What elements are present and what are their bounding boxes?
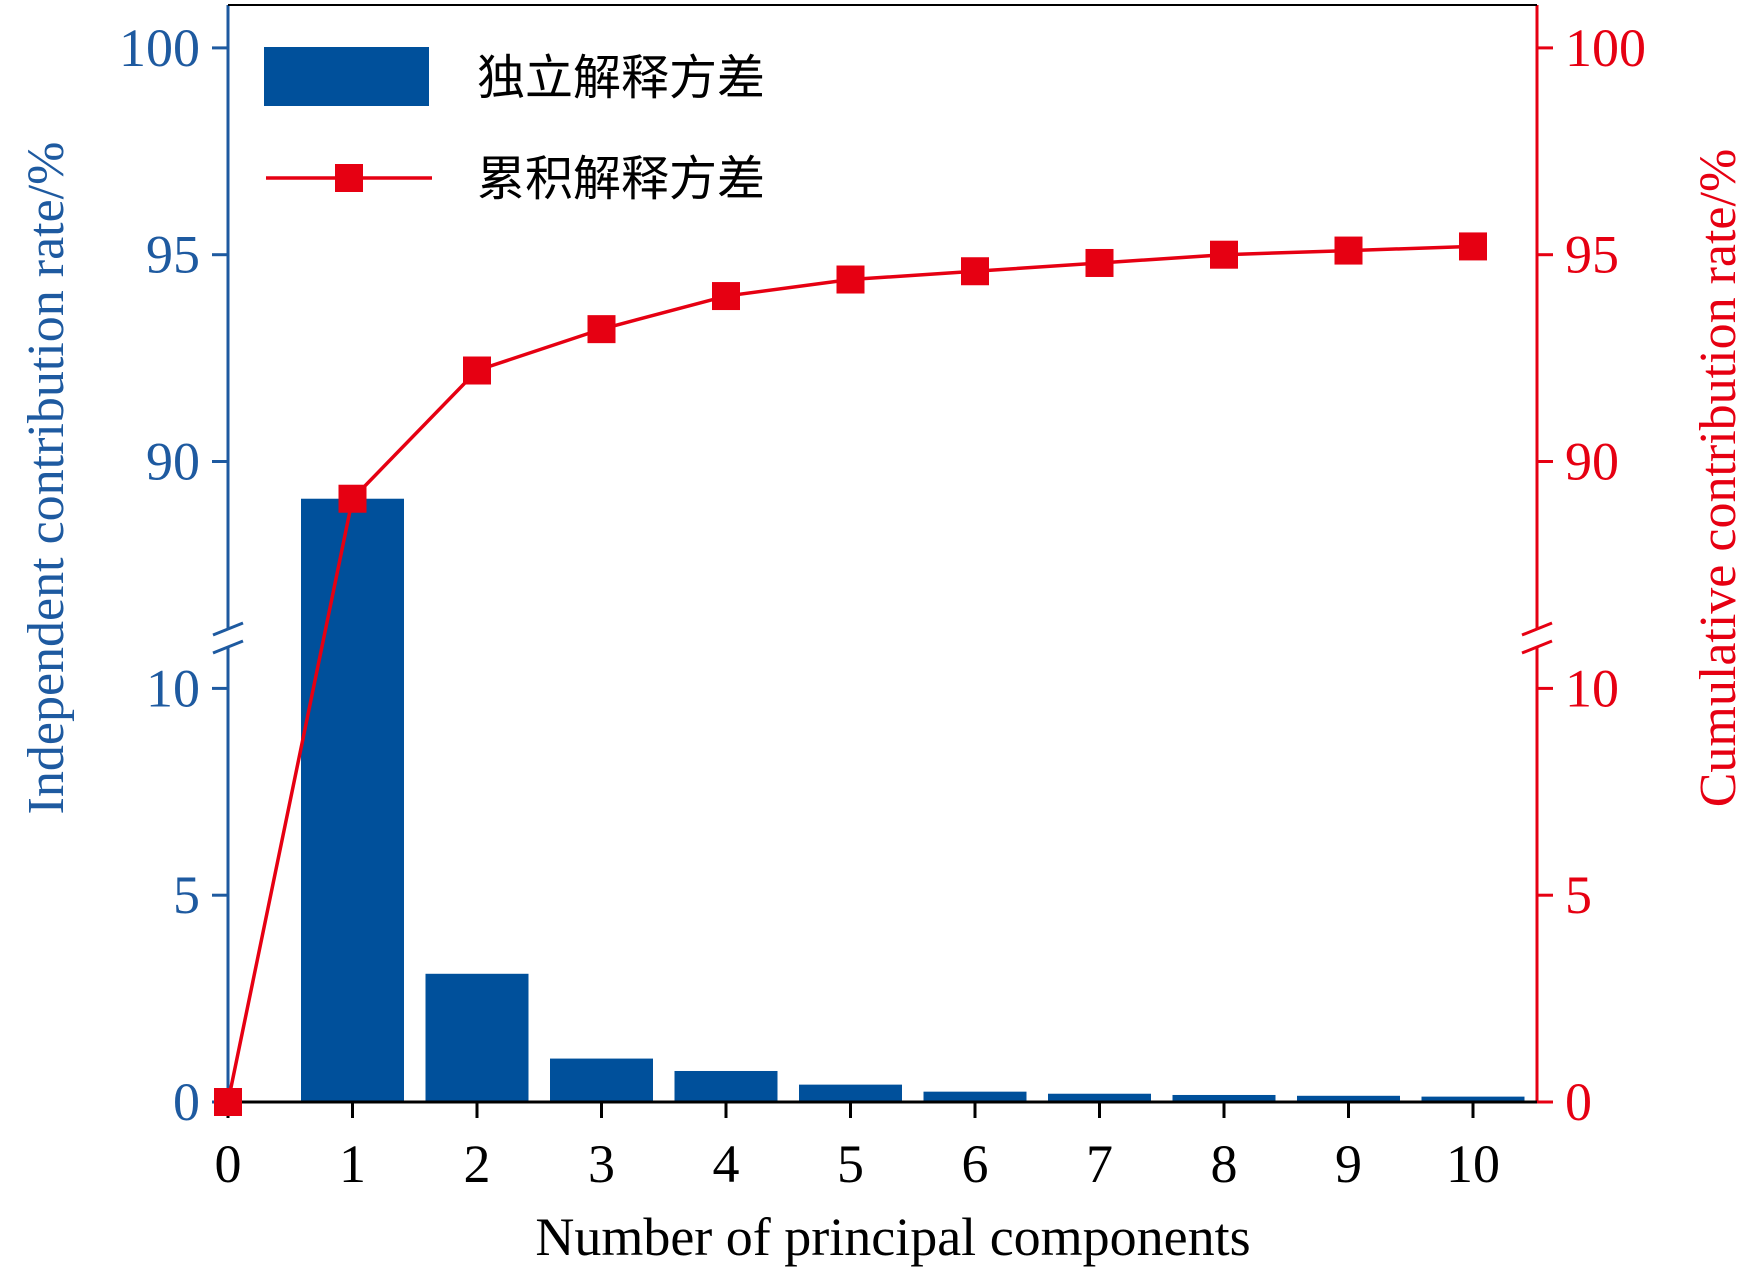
bar-1-lower: [301, 631, 404, 1102]
right-axis-break-mark: [1521, 639, 1553, 655]
cumulative-point-9: [1334, 236, 1363, 265]
x-tick-label: 9: [1335, 1134, 1362, 1194]
bar-3: [550, 1058, 653, 1102]
bars-layer: [301, 498, 1525, 1102]
bar-6: [923, 1091, 1027, 1102]
right-y-tick-label: 95: [1565, 225, 1619, 285]
bar-8: [1172, 1094, 1276, 1102]
cumulative-line: [226, 244, 1474, 1103]
right-y-tick-label: 0: [1565, 1072, 1592, 1132]
axes-layer: [212, 4, 1553, 1118]
left-axis-break-mark: [212, 639, 244, 655]
left-y-axis-label: Independent contribution rate/%: [18, 142, 75, 815]
bar-4: [674, 1070, 778, 1102]
x-tick-label: 8: [1211, 1134, 1238, 1194]
x-tick-label: 10: [1446, 1134, 1500, 1194]
left-y-tick-label: 10: [146, 658, 200, 718]
x-tick-label: 5: [837, 1134, 864, 1194]
legend-bar-swatch: [264, 47, 429, 106]
right-y-tick-label: 5: [1565, 865, 1592, 925]
bar-10: [1421, 1096, 1525, 1102]
left-y-tick-label: 5: [173, 865, 200, 925]
cumulative-point-7: [1085, 248, 1114, 277]
x-tick-label: 7: [1086, 1134, 1113, 1194]
cumulative-point-4: [712, 282, 740, 311]
cumulative-line-layer: [214, 232, 1487, 1116]
cumulative-point-3: [587, 315, 616, 344]
left-y-tick-label: 0: [173, 1072, 200, 1132]
x-tick-label: 4: [713, 1134, 740, 1194]
bar-1-upper: [301, 498, 404, 632]
legend-line-label: 累积解释方差: [477, 153, 765, 206]
bar-2: [425, 973, 529, 1102]
right-axis-break-mark: [1521, 621, 1553, 637]
cumulative-point-0: [214, 1088, 242, 1116]
bar-9: [1297, 1095, 1400, 1102]
right-y-tick-label: 10: [1565, 658, 1619, 718]
x-tick-label: 0: [215, 1134, 242, 1194]
left-y-tick-label: 95: [146, 225, 200, 285]
bar-7: [1048, 1093, 1151, 1102]
cumulative-point-8: [1210, 240, 1238, 269]
right-y-axis-label: Cumulative contribution rate/%: [1690, 149, 1747, 808]
legend-bar-label: 独立解释方差: [477, 52, 765, 105]
left-y-tick-label: 100: [119, 18, 200, 78]
cumulative-point-10: [1459, 232, 1487, 261]
right-y-tick-label: 90: [1565, 432, 1619, 492]
cumulative-point-1: [338, 484, 367, 513]
x-tick-label: 3: [588, 1134, 615, 1194]
x-tick-label: 2: [464, 1134, 491, 1194]
cumulative-point-5: [836, 265, 865, 294]
left-y-tick-label: 90: [146, 432, 200, 492]
left-axis-break-mark: [212, 621, 244, 637]
x-tick-label: 1: [339, 1134, 366, 1194]
cumulative-point-2: [463, 356, 491, 385]
cumulative-point-6: [961, 257, 989, 286]
bar-5: [799, 1084, 902, 1102]
x-tick-label: 6: [962, 1134, 989, 1194]
right-y-tick-label: 100: [1565, 18, 1646, 78]
x-axis-label: Number of principal components: [535, 1207, 1250, 1267]
legend-line-marker: [335, 164, 363, 192]
